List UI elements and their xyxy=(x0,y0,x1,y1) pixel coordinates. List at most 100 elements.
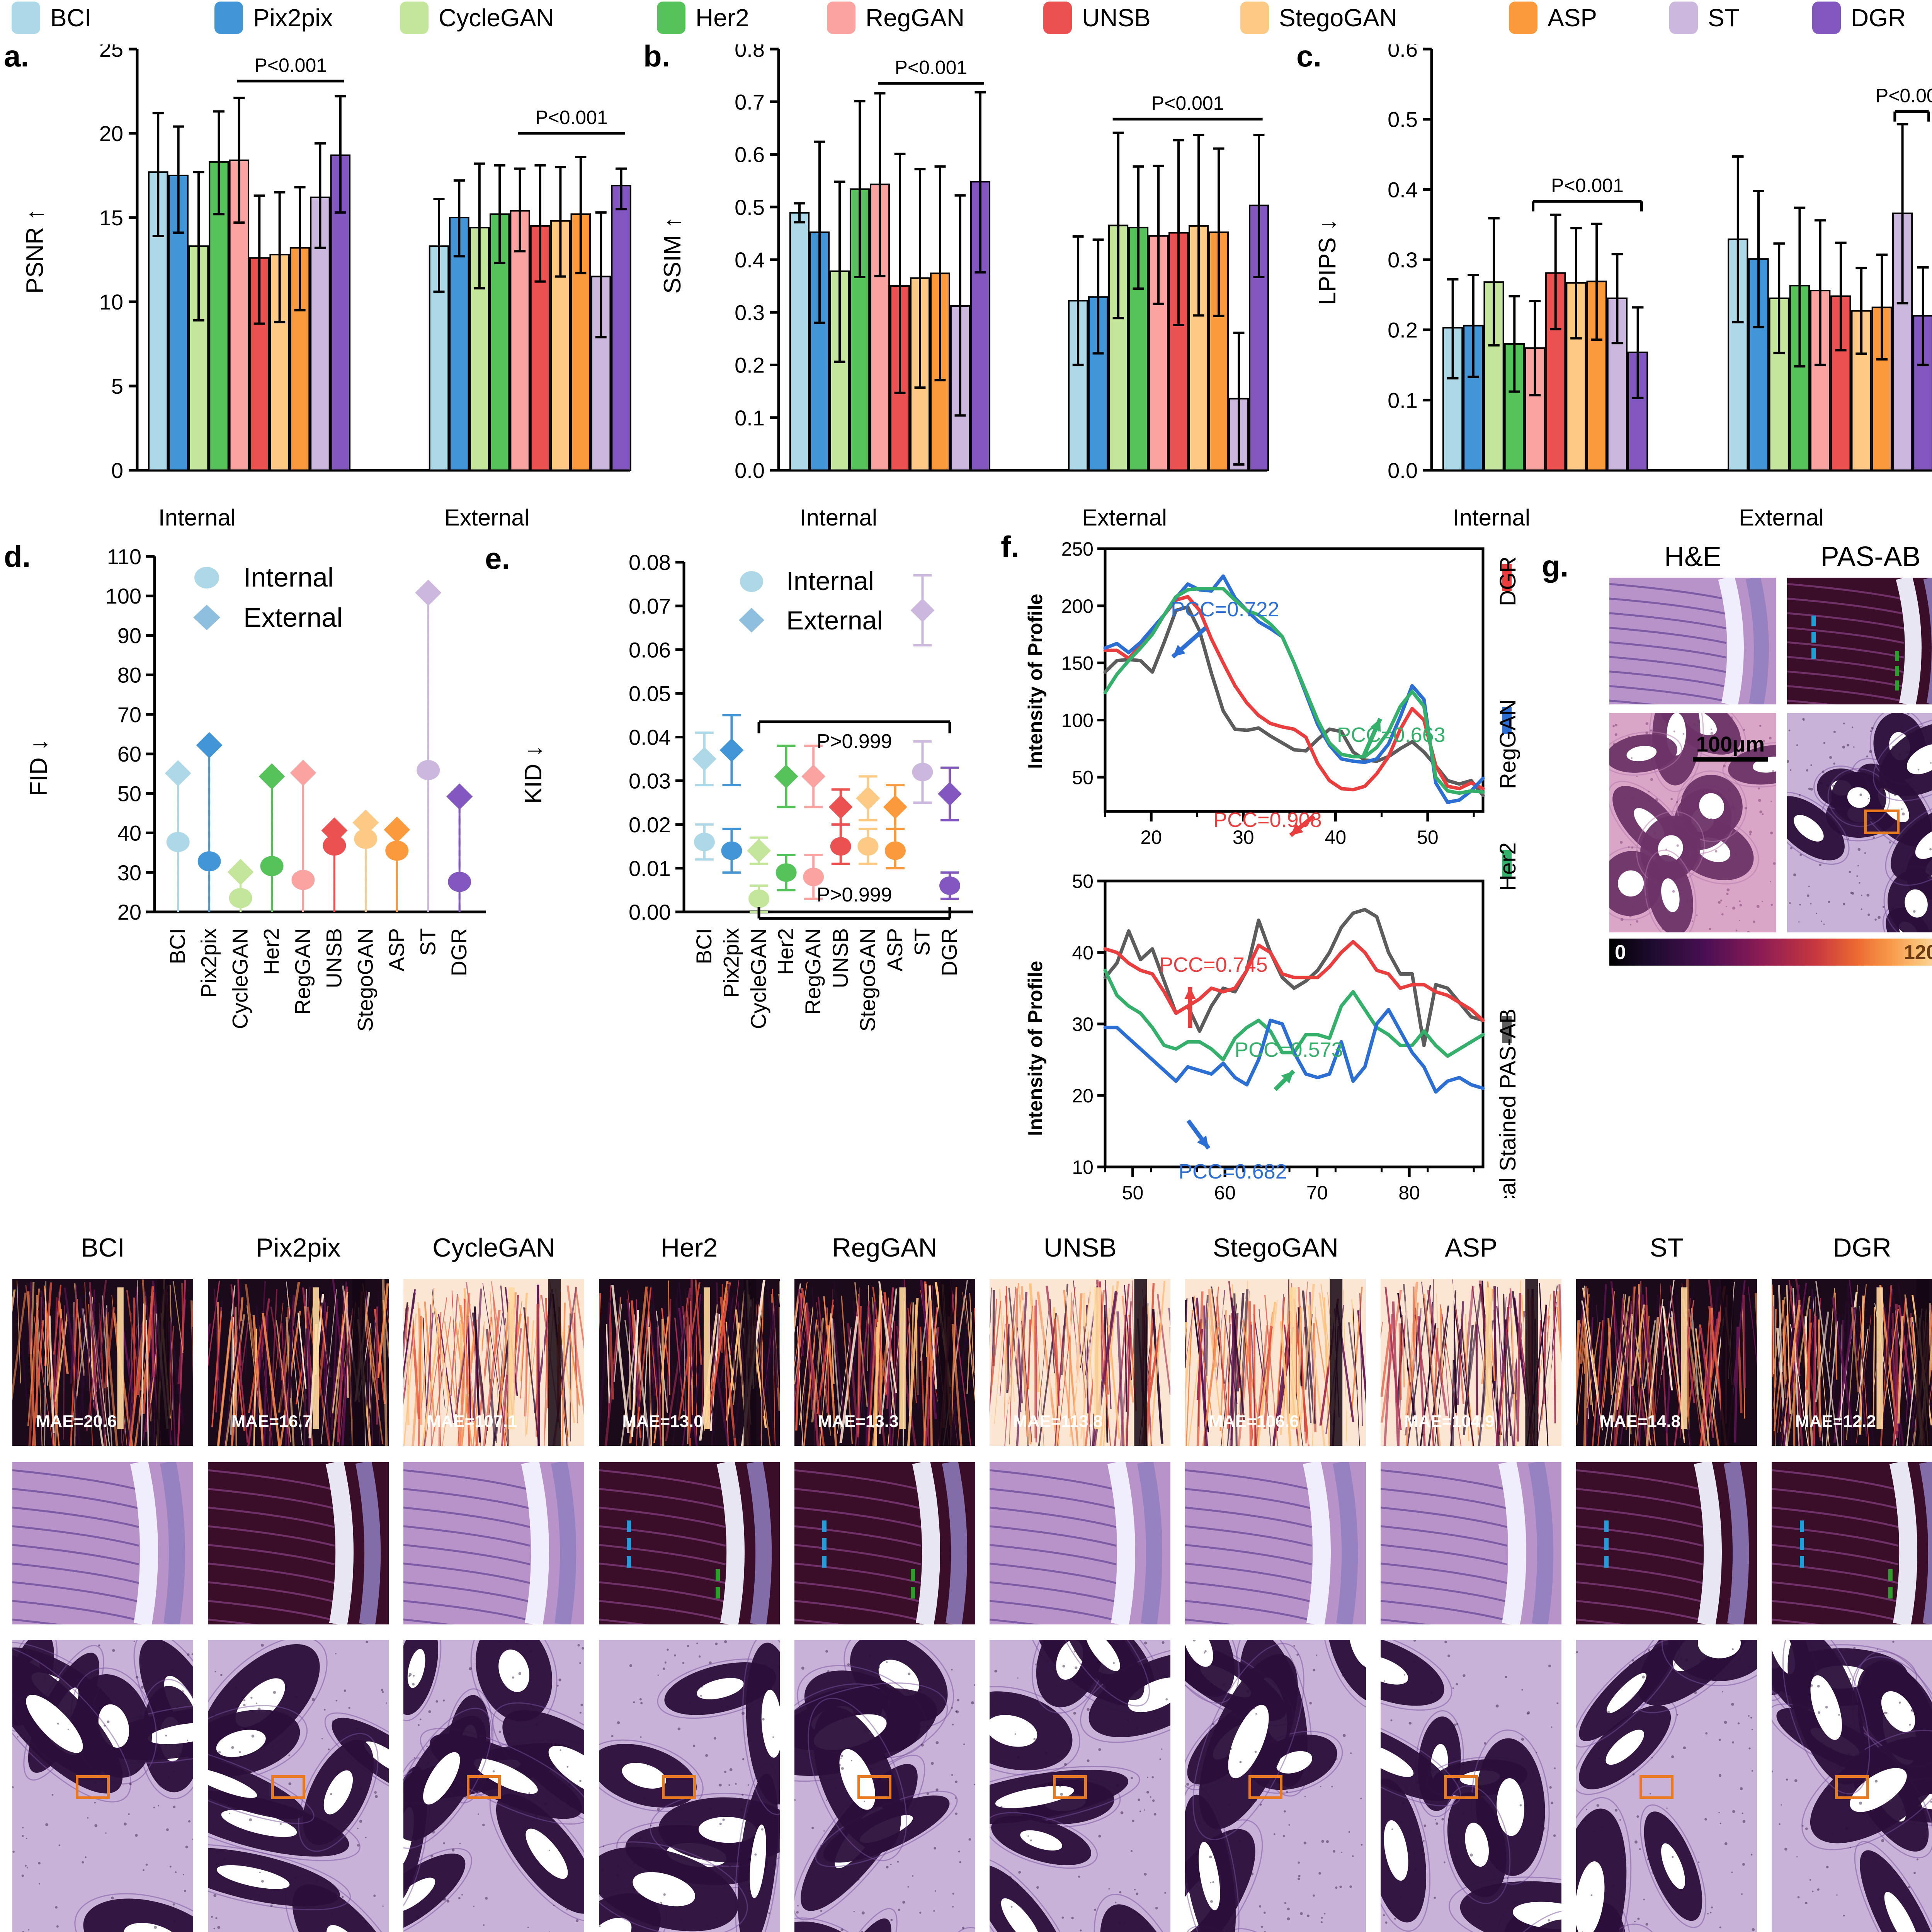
y-tick-label: 25 xyxy=(99,44,123,61)
tile-texture xyxy=(1381,1279,1562,1446)
grid-column-title-reggan: RegGAN xyxy=(832,1233,937,1262)
f-legend-label-chemical-stained-pas-ab: Chemical Stained PAS-AB xyxy=(1495,1009,1520,1198)
villus-crop-unsb-svg xyxy=(990,1462,1171,1624)
villus-crop-st-svg xyxy=(1576,1462,1757,1624)
y-tick-label: 0.6 xyxy=(735,143,765,167)
legend-label-pix2pix: Pix2pix xyxy=(253,4,333,32)
point-external-reggan xyxy=(290,760,316,786)
f-legend-swatch-chemical-stained-pas-ab xyxy=(1502,1016,1512,1043)
colorbar xyxy=(1609,939,1932,966)
x-tick-label-dgr: DGR xyxy=(447,928,471,976)
mae-label-stegogan: MAE=106.6 xyxy=(1209,1412,1299,1431)
point-internal-cyclegan xyxy=(229,888,252,908)
y-tick-label: 40 xyxy=(1072,942,1094,964)
profile-marker-green xyxy=(1888,1587,1893,1599)
gland-field-pix2pix-svg xyxy=(207,1640,389,1932)
y-tick-label: 0.04 xyxy=(629,725,671,750)
scatter-legend-external-label: External xyxy=(243,602,343,633)
scatter-legend-internal-label: Internal xyxy=(786,566,874,596)
y-tick-label: 150 xyxy=(1061,653,1094,674)
colorbar-max-label: 120 xyxy=(1904,941,1932,964)
x-tick-label-cyclegan: CycleGAN xyxy=(228,928,252,1029)
pcc-annotation: PCC=0.722 xyxy=(1171,598,1279,621)
profile-marker-blue xyxy=(822,1556,827,1568)
x-tick-label: 60 xyxy=(1214,1182,1236,1204)
pcc-annotation: PCC=0.682 xyxy=(1179,1160,1287,1183)
y-tick-label: 0.03 xyxy=(629,769,671,793)
y-tick-label: 0 xyxy=(111,458,123,483)
tile-texture xyxy=(599,1462,772,1624)
legend-item-cyclegan: CycleGAN xyxy=(400,2,554,34)
gland-field-reggan-svg xyxy=(794,1640,975,1932)
bar-cyclegan-external xyxy=(469,227,490,471)
tile-texture xyxy=(12,1640,193,1932)
x-tick-label: 50 xyxy=(1122,1182,1144,1204)
x-tick-label-pix2pix: Pix2pix xyxy=(197,928,221,998)
point-external-asp xyxy=(883,795,907,819)
point-internal-dgr xyxy=(939,876,961,895)
profile-marker-blue xyxy=(822,1520,827,1532)
legend-swatch-bci xyxy=(12,2,40,34)
mae-map-bci xyxy=(12,1279,193,1446)
profile-marker-green xyxy=(1895,666,1899,676)
mae-label-reggan: MAE=13.3 xyxy=(818,1412,899,1431)
legend-item-st: ST xyxy=(1669,2,1740,34)
bar-pix2pix-external xyxy=(449,217,469,471)
y-tick-label: 30 xyxy=(1072,1014,1094,1035)
point-internal-pix2pix xyxy=(197,851,221,872)
panel-letter-f: f. xyxy=(1001,530,1019,564)
gland-field-her2 xyxy=(599,1640,780,1932)
y-tick-label: 0.5 xyxy=(735,195,765,219)
line-series-reggan xyxy=(1103,1008,1485,1094)
point-internal-st xyxy=(417,760,440,781)
x-tick-label-bci: BCI xyxy=(692,928,716,964)
mae-label-pix2pix: MAE=16.7 xyxy=(231,1412,312,1431)
gland-field-cyclegan-svg xyxy=(403,1640,584,1932)
panel-g-images: H&E PAS-AB 100μm 0 120 xyxy=(1557,541,1932,1217)
point-external-cyclegan xyxy=(227,859,254,885)
bar-cyclegan-internal xyxy=(188,245,209,471)
grid-column-title-pix2pix: Pix2pix xyxy=(256,1233,341,1262)
point-internal-dgr xyxy=(448,872,471,892)
point-external-pix2pix xyxy=(196,732,223,759)
tile-background xyxy=(1185,1462,1366,1624)
panel-e-ylabel: KID ↓ xyxy=(520,745,547,804)
tile-texture xyxy=(1772,1462,1932,1624)
scatter-legend-diamond xyxy=(193,605,220,630)
gland-field-st-svg xyxy=(1576,1640,1757,1932)
bar-cyclegan-external xyxy=(1108,224,1129,471)
x-tick-label-dgr: DGR xyxy=(937,928,961,976)
x-tick-label-unsb: UNSB xyxy=(828,928,852,988)
grid-column-title-st: ST xyxy=(1650,1233,1684,1262)
y-tick-label: 0.0 xyxy=(1388,458,1418,483)
point-external-pix2pix xyxy=(719,738,744,762)
scatter-legend-diamond xyxy=(739,608,764,633)
gland-field-bci-svg xyxy=(12,1640,193,1932)
g-pas-ab-field-image-svg xyxy=(1787,713,1932,932)
villus-crop-dgr-svg xyxy=(1772,1462,1932,1624)
g-column-title-pas-ab: PAS-AB xyxy=(1820,541,1921,572)
tile-texture xyxy=(1185,1640,1366,1932)
pcc-arrowhead xyxy=(1291,823,1303,835)
panel-a-ylabel: PSNR ↑ xyxy=(22,208,48,294)
legend-swatch-cyclegan xyxy=(400,2,429,34)
y-tick-label: 90 xyxy=(117,623,141,648)
y-tick-label: 5 xyxy=(111,374,123,398)
tile-texture xyxy=(207,1462,381,1624)
mae-map-reggan-svg xyxy=(794,1279,975,1446)
point-external-reggan xyxy=(801,764,826,789)
gland-field-stegogan xyxy=(1185,1640,1366,1932)
legend-item-dgr: DGR xyxy=(1812,2,1906,34)
y-tick-label: 100 xyxy=(105,584,141,608)
y-tick-label: 0.4 xyxy=(1388,177,1418,202)
profile-marker-blue xyxy=(1799,1556,1804,1568)
mae-label-dgr: MAE=12.2 xyxy=(1795,1412,1876,1431)
pcc-arrowhead xyxy=(1197,1135,1209,1148)
mae-map-dgr xyxy=(1772,1279,1932,1446)
villus-crop-dgr xyxy=(1772,1462,1932,1624)
panel-letter-c: c. xyxy=(1296,39,1322,73)
profile-marker-blue xyxy=(1811,632,1816,643)
point-internal-reggan xyxy=(803,867,824,886)
roi-box-bci xyxy=(75,1775,110,1799)
legend-label-dgr: DGR xyxy=(1851,4,1906,32)
